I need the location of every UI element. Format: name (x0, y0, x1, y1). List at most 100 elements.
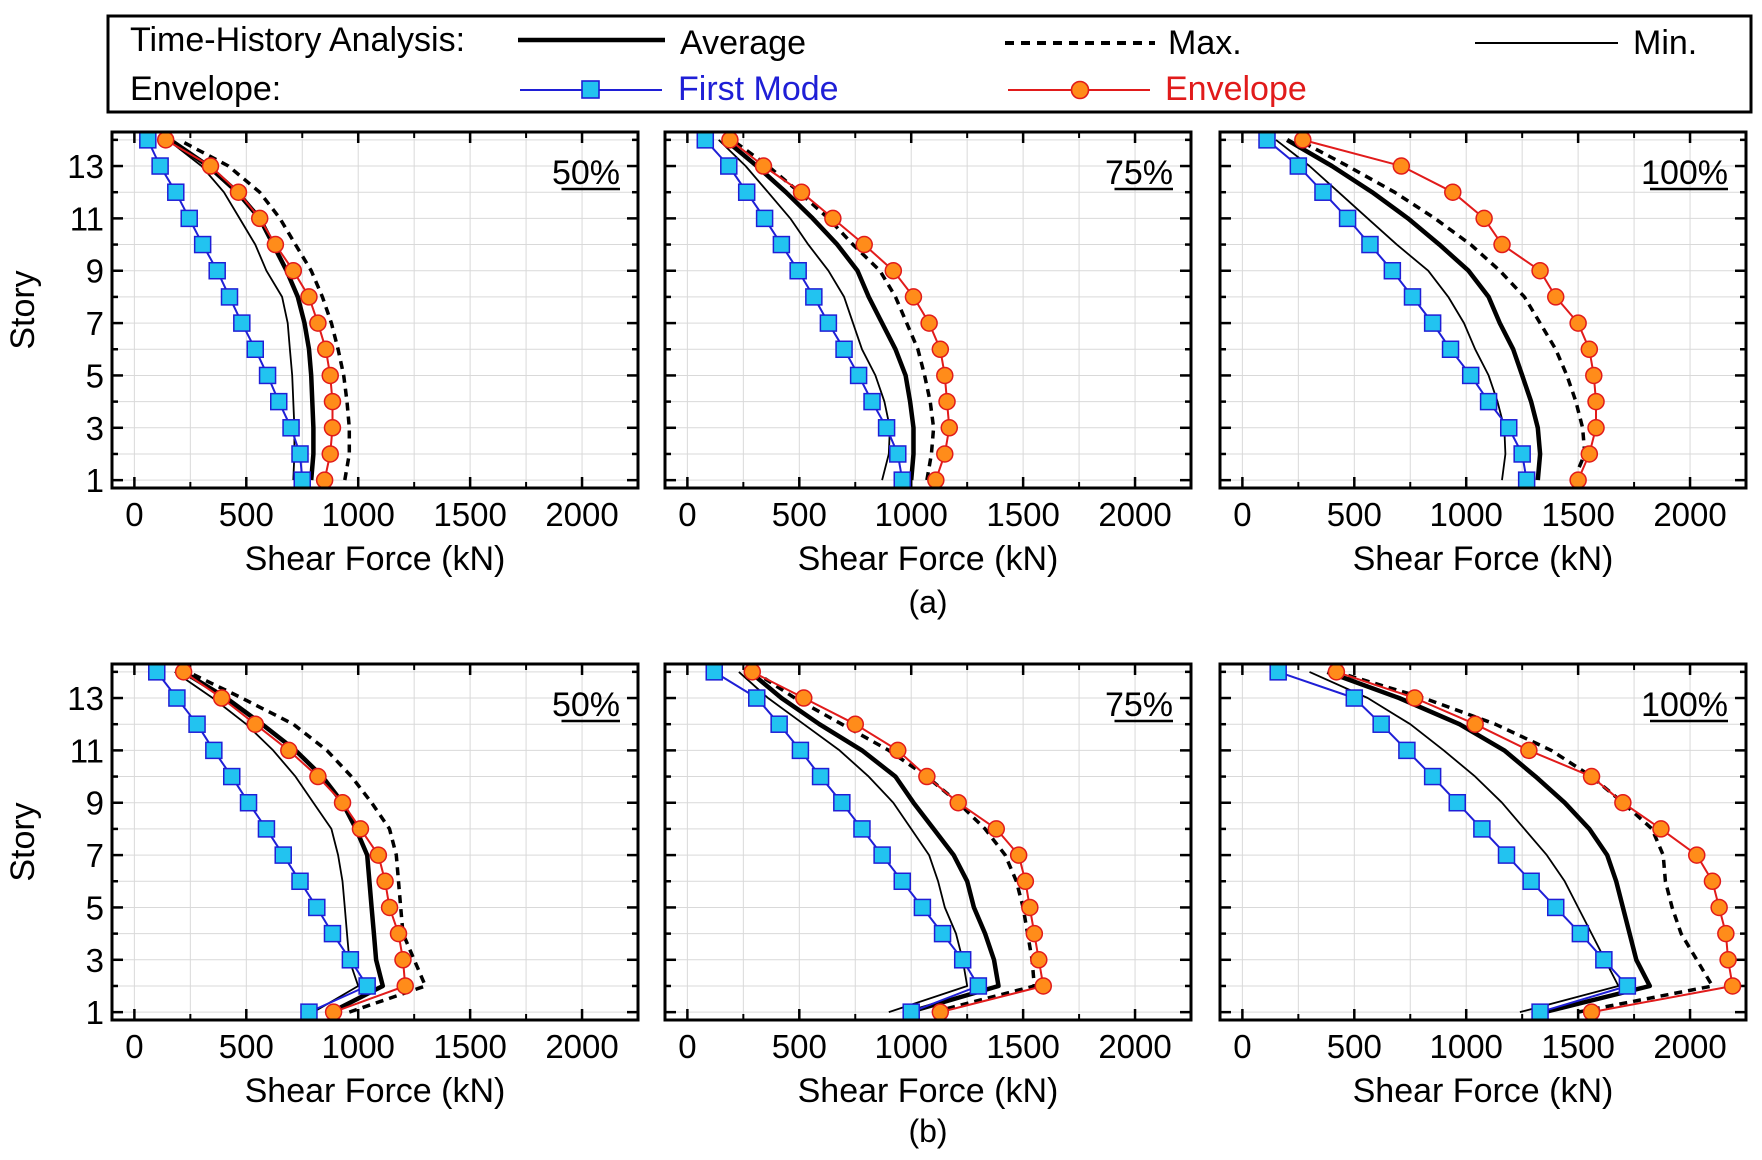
envelope-point (1569, 314, 1587, 332)
first-mode-point (863, 392, 881, 411)
plot-frame (1218, 662, 1748, 1022)
x-tick-label: 0 (678, 496, 696, 533)
envelope-point (229, 183, 248, 201)
envelope-point (904, 288, 923, 306)
panel-label: 50% (552, 154, 620, 192)
envelope-point (931, 340, 950, 359)
first-mode-point (835, 340, 853, 359)
first-mode-point (220, 288, 239, 306)
envelope-point (324, 1003, 343, 1021)
caption-b: (b) (908, 1113, 947, 1149)
envelope-point (721, 131, 739, 149)
envelope-point (743, 663, 762, 681)
envelope-point (1021, 898, 1039, 917)
plot-frame (663, 130, 1193, 490)
x-axis-label: Shear Force (kN) (798, 1072, 1059, 1110)
x-tick-label: 2000 (1653, 1028, 1726, 1065)
chart-panel-a-100: 100% 0 500 1000 1500 2000 Shear Force (kN) (1218, 130, 1748, 578)
first-mode-point (1479, 392, 1498, 411)
first-mode-point (1448, 793, 1467, 812)
caption-a: (a) (908, 584, 947, 620)
envelope-point (396, 977, 414, 995)
envelope-point (1582, 767, 1601, 786)
first-mode-point (148, 663, 166, 681)
x-tick-label: 2000 (1098, 1028, 1171, 1065)
first-mode-point (1441, 340, 1460, 359)
legend-max-label: Max. (1168, 24, 1242, 62)
y-tick-label: 1 (86, 994, 104, 1031)
envelope-point (918, 767, 936, 786)
first-mode-point (308, 898, 326, 917)
first-mode-point (323, 924, 342, 943)
first-mode-point (789, 261, 807, 280)
envelope-point (936, 366, 954, 385)
x-tick-label: 1500 (1541, 1028, 1614, 1065)
x-tick-label: 1000 (322, 1028, 395, 1065)
envelope-point (1569, 471, 1587, 489)
first-mode-point (291, 445, 309, 463)
x-tick-label: 500 (1327, 1028, 1382, 1065)
x-axis-label: Shear Force (kN) (1353, 540, 1614, 578)
first-mode-point (1531, 1003, 1549, 1021)
x-axis-label: Shear Force (kN) (1353, 1072, 1614, 1110)
envelope-point (246, 715, 265, 733)
x-tick-label: 0 (125, 1028, 143, 1065)
first-mode-point (233, 314, 251, 332)
first-mode-point (1522, 872, 1540, 891)
first-mode-point (341, 951, 360, 969)
first-mode-point (893, 471, 912, 489)
first-mode-point (755, 209, 774, 228)
envelope-point (1025, 924, 1044, 943)
first-mode-point (1289, 157, 1308, 175)
first-mode-point (877, 419, 896, 437)
envelope-point (380, 898, 399, 917)
envelope-point (333, 793, 352, 812)
envelope-point (321, 366, 339, 385)
first-mode-point (1423, 767, 1442, 786)
envelope-point (369, 846, 388, 864)
envelope-point (1587, 419, 1605, 437)
envelope-point (884, 261, 903, 280)
series-line-max (187, 670, 428, 1014)
first-mode-point (300, 1003, 318, 1021)
first-mode-point (205, 741, 223, 760)
first-mode-point (1571, 924, 1590, 943)
first-mode-point (1423, 314, 1442, 332)
y-tick-label: 13 (67, 680, 104, 717)
series-line-max (1297, 138, 1587, 481)
envelope-point (1710, 898, 1728, 917)
first-mode-point (1403, 288, 1422, 306)
legend: Time-History Analysis: Envelope: Average… (106, 14, 1753, 114)
first-mode-point (720, 157, 738, 175)
series-line-average (182, 669, 386, 1015)
envelope-point (1546, 288, 1565, 306)
plot-frame (1218, 130, 1748, 490)
series-line-max (178, 138, 352, 481)
x-tick-label: 2000 (1098, 496, 1171, 533)
first-mode-point (902, 1003, 920, 1021)
envelope-point (323, 392, 342, 411)
legend-row2-label: Envelope: (130, 70, 281, 108)
y-tick-label: 7 (86, 837, 104, 874)
envelope-point (1580, 340, 1599, 359)
first-mode-point (772, 235, 791, 254)
series-line-average (1285, 137, 1543, 481)
x-tick-label: 1000 (1430, 1028, 1503, 1065)
series-line-max (1335, 670, 1715, 1014)
first-mode-point (139, 131, 157, 149)
x-tick-label: 2000 (1653, 496, 1726, 533)
envelope-point (855, 235, 873, 254)
first-mode-point (167, 183, 185, 201)
envelope-point (1582, 1003, 1601, 1021)
y-tick-label: 11 (70, 732, 104, 769)
x-tick-label: 1500 (1541, 496, 1614, 533)
legend-average-label: Average (680, 24, 806, 62)
envelope-point (1327, 663, 1346, 681)
x-tick-label: 500 (1327, 496, 1382, 533)
x-tick-label: 0 (1233, 1028, 1251, 1065)
y-tick-label: 7 (86, 305, 104, 342)
series-line-average (723, 138, 916, 481)
panel-label: 75% (1105, 154, 1173, 192)
first-mode-point (208, 261, 226, 280)
